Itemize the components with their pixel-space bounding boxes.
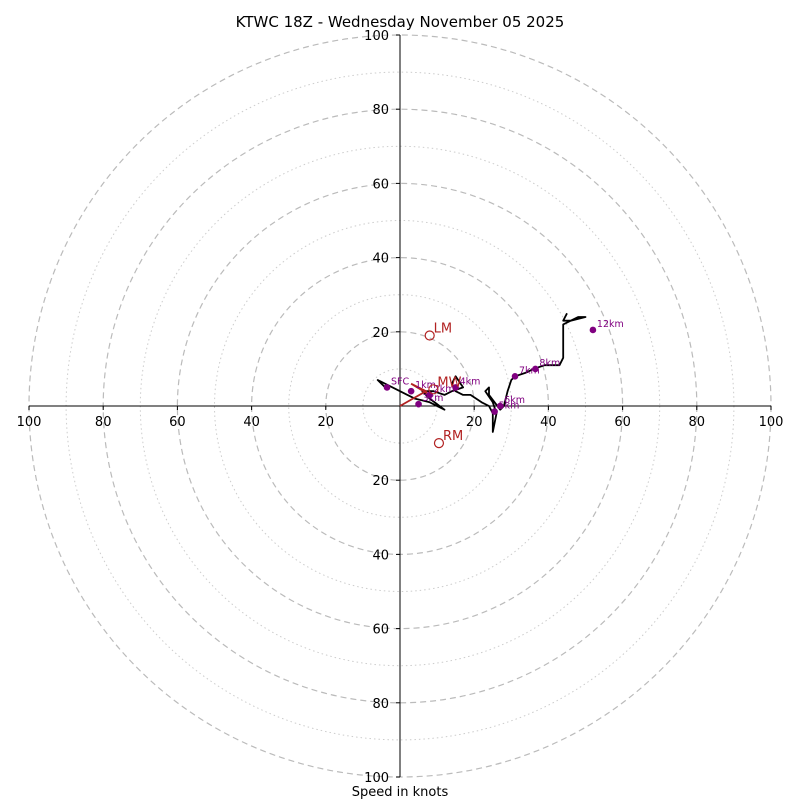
x-tick-label: 100	[759, 415, 784, 430]
y-tick-label: 60	[372, 623, 389, 638]
x-tick-label: 100	[17, 415, 42, 430]
y-tick-label: 40	[372, 252, 389, 267]
height-marker-dot	[589, 326, 597, 334]
storm-motion-marker	[424, 330, 435, 341]
height-marker-dot	[532, 365, 539, 373]
height-marker-dot	[383, 384, 391, 391]
height-marker-dot	[491, 408, 498, 415]
x-tick-label: 80	[689, 415, 706, 430]
height-marker-dot	[452, 384, 459, 391]
x-tick-label: 20	[466, 415, 483, 430]
height-marker-dot	[407, 387, 415, 395]
bunkers-vector	[399, 382, 431, 407]
height-marker-dot	[415, 400, 422, 408]
y-tick-label: 100	[364, 29, 389, 44]
storm-motion-label: RM	[443, 429, 463, 444]
x-tick-label: 80	[95, 415, 112, 430]
height-marker-label: 7km	[519, 365, 540, 376]
storm-motion-marker	[428, 384, 439, 395]
height-marker-label: 3km	[423, 393, 444, 404]
x-tick-label: 40	[243, 415, 260, 430]
x-tick-label: 60	[169, 415, 186, 430]
y-tick-label: 80	[372, 103, 389, 118]
y-tick-label: 20	[372, 326, 389, 341]
storm-motion-marker	[433, 438, 445, 449]
x-tick-label: 60	[614, 415, 631, 430]
x-axis-label: Speed in knots	[352, 785, 449, 800]
y-tick-label: 20	[372, 474, 389, 489]
height-marker-dot	[511, 373, 519, 380]
y-tick-label: 100	[364, 771, 389, 786]
y-tick-label: 60	[372, 177, 389, 192]
height-marker-label: 8km	[539, 358, 560, 369]
height-marker-label: 12km	[597, 319, 624, 330]
height-marker-label: SFC	[391, 376, 409, 387]
height-marker-label: 2km	[434, 384, 455, 395]
height-marker-label: 6km	[504, 395, 525, 406]
storm-motions: LM MW RM	[424, 322, 463, 449]
height-marker-label: 1km	[415, 380, 436, 391]
x-tick-label: 20	[318, 415, 335, 430]
y-tick-label: 80	[372, 697, 389, 712]
x-tick-label: 40	[540, 415, 557, 430]
height-marker-label: 4km	[460, 376, 481, 387]
x-tick-labels: 100 80 60 40 20 20 40 60 80 100	[17, 406, 784, 430]
chart-title: KTWC 18Z - Wednesday November 05 2025	[236, 13, 565, 31]
storm-motion-label: MW	[437, 375, 461, 390]
height-marker-dot	[496, 402, 504, 410]
storm-motion-label: LM	[434, 322, 452, 337]
height-marker-label: 5km	[499, 401, 520, 412]
y-tick-label: 40	[372, 548, 389, 563]
y-tick-labels: 100 80 60 40 20 20 40 60 80 100	[364, 29, 400, 786]
